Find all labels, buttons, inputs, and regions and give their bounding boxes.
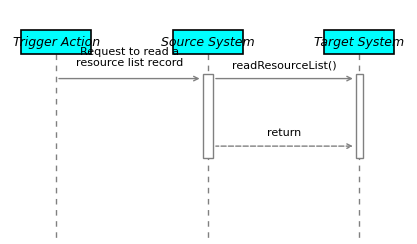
- Bar: [21, 30, 91, 54]
- Bar: [173, 30, 243, 54]
- Text: Source System: Source System: [161, 36, 254, 49]
- Text: return: return: [267, 128, 301, 138]
- Text: Trigger Action: Trigger Action: [13, 36, 100, 49]
- Bar: [203, 74, 213, 158]
- Text: Target System: Target System: [314, 36, 404, 49]
- Bar: [324, 30, 394, 54]
- Bar: [356, 74, 363, 158]
- Text: Request to read a
resource list record: Request to read a resource list record: [75, 47, 183, 69]
- Text: readResourceList(): readResourceList(): [232, 60, 337, 70]
